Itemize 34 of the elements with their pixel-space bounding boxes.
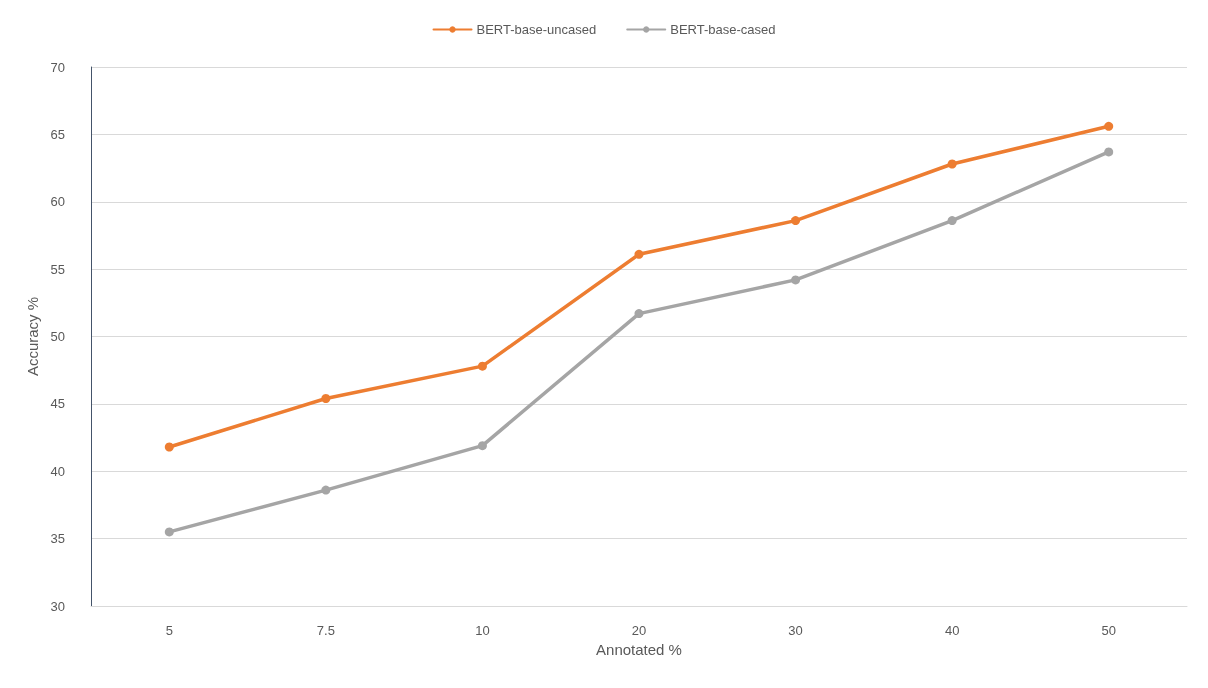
x-tick-label: 10 xyxy=(475,623,490,638)
point xyxy=(477,441,487,451)
point xyxy=(947,216,957,226)
point xyxy=(1104,121,1114,131)
y-tick-label: 70 xyxy=(50,59,65,75)
x-tick-label: 50 xyxy=(1101,623,1116,638)
y-tick-label: 45 xyxy=(50,396,65,412)
point xyxy=(947,159,957,169)
point xyxy=(321,393,331,403)
legend-label: BERT-base-cased xyxy=(670,22,776,37)
legend-label: BERT-base-uncased xyxy=(476,22,597,37)
x-tick-label: 40 xyxy=(944,623,960,638)
point xyxy=(321,485,331,495)
x-tick-label: 30 xyxy=(788,623,803,638)
point xyxy=(164,442,174,452)
point xyxy=(1104,147,1114,157)
y-axis-title: Accuracy % xyxy=(23,296,41,377)
y-tick-label: 40 xyxy=(50,463,65,479)
y-tick-label: 35 xyxy=(50,531,65,547)
point xyxy=(791,275,801,285)
point xyxy=(791,216,801,226)
y-tick-label: 30 xyxy=(50,598,65,614)
x-axis-title: Annotated % xyxy=(596,640,682,658)
x-tick-label: 5 xyxy=(165,623,173,638)
y-tick-label: 60 xyxy=(50,194,65,210)
point xyxy=(164,527,174,537)
x-tick-label: 20 xyxy=(631,623,647,638)
point xyxy=(634,309,644,319)
y-tick-label: 55 xyxy=(50,261,65,277)
y-tick-label: 65 xyxy=(50,126,65,142)
point xyxy=(634,249,644,259)
point xyxy=(477,361,487,371)
x-tick-label: 7.5 xyxy=(316,623,335,638)
y-tick-label: 50 xyxy=(50,329,65,344)
